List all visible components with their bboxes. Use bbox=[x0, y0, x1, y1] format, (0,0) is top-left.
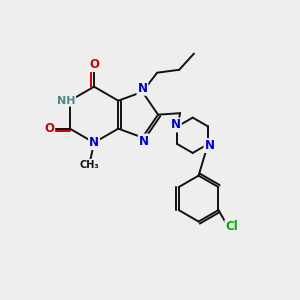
Text: N: N bbox=[89, 136, 99, 149]
Text: N: N bbox=[139, 134, 149, 148]
Text: N: N bbox=[205, 139, 214, 152]
Text: CH₃: CH₃ bbox=[80, 160, 100, 170]
Text: Cl: Cl bbox=[225, 220, 238, 233]
Text: N: N bbox=[137, 82, 147, 95]
Text: N: N bbox=[171, 118, 181, 131]
Text: O: O bbox=[44, 122, 54, 135]
Text: O: O bbox=[89, 58, 99, 71]
Text: NH: NH bbox=[57, 96, 75, 106]
